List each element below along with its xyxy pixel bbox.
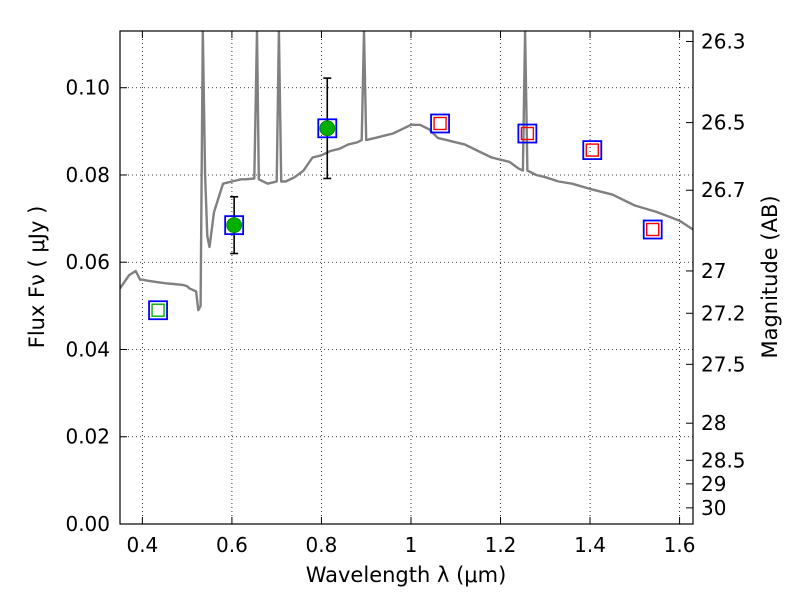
right-tick-label: 26.5 (701, 111, 746, 135)
y-tick-label: 0.08 (65, 163, 110, 187)
y-tick-label: 0.02 (65, 425, 110, 449)
y-axis-label: Flux Fν ( μJy ) (25, 206, 49, 349)
model-square (148, 300, 168, 321)
y-tick-label: 0.06 (65, 250, 110, 274)
right-tick-label: 30 (701, 496, 726, 520)
right-tick-label: 29 (701, 472, 726, 496)
x-tick-label: 0.4 (126, 533, 158, 557)
limit-square (646, 222, 660, 237)
model-square (642, 219, 663, 240)
x-tick-label: 1.4 (574, 533, 606, 557)
model-square (224, 215, 245, 236)
points-layer (148, 77, 663, 321)
x-tick-label: 0.6 (216, 533, 248, 557)
y-tick-label: 0.00 (65, 512, 110, 536)
limit-square (433, 116, 447, 131)
measured-point (319, 120, 336, 137)
right-tick-label: 26.7 (701, 178, 746, 202)
model-square (517, 123, 538, 144)
limit-square (520, 126, 535, 141)
right-tick-label: 27.2 (701, 301, 746, 325)
spectrum-layer (120, 31, 693, 312)
y-tick-label: 0.04 (65, 337, 110, 361)
grid (120, 31, 693, 524)
x-tick-label: 1 (405, 533, 418, 557)
x-tick-label: 0.8 (306, 533, 338, 557)
model-square (582, 140, 603, 161)
limit-square (585, 143, 599, 157)
x-tick-label: 1.2 (485, 533, 517, 557)
right-tick-label: 26.3 (701, 29, 746, 53)
ticks-layer: 0.4 0.6 0.8 1 1.2 1.4 1.6 0.00 0.02 0.04 0.06 0.08 0… (65, 29, 745, 557)
green-inner-square (151, 303, 165, 317)
spectrum-line (120, 31, 693, 312)
right-tick-label: 28.5 (701, 448, 746, 472)
right-axis-label: Magnitude (AB) (758, 195, 782, 358)
right-tick-label: 28 (701, 411, 726, 435)
measured-point (226, 217, 243, 234)
model-square (317, 118, 338, 139)
x-axis-label: Wavelength λ (μm) (306, 563, 507, 587)
y-tick-label: 0.10 (65, 76, 110, 100)
right-tick-label: 27.5 (701, 352, 746, 376)
plot-frame (119, 30, 694, 525)
x-tick-label: 1.6 (664, 533, 696, 557)
right-tick-label: 27 (701, 259, 726, 283)
model-square (430, 113, 450, 134)
